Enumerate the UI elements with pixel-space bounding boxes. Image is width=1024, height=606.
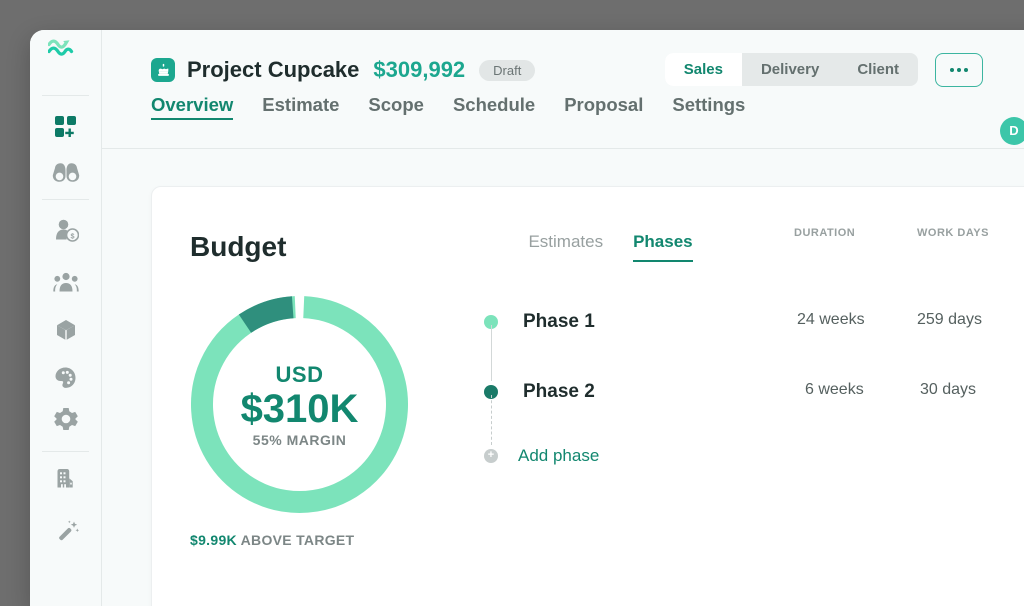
svg-text:$: $ — [71, 231, 75, 240]
